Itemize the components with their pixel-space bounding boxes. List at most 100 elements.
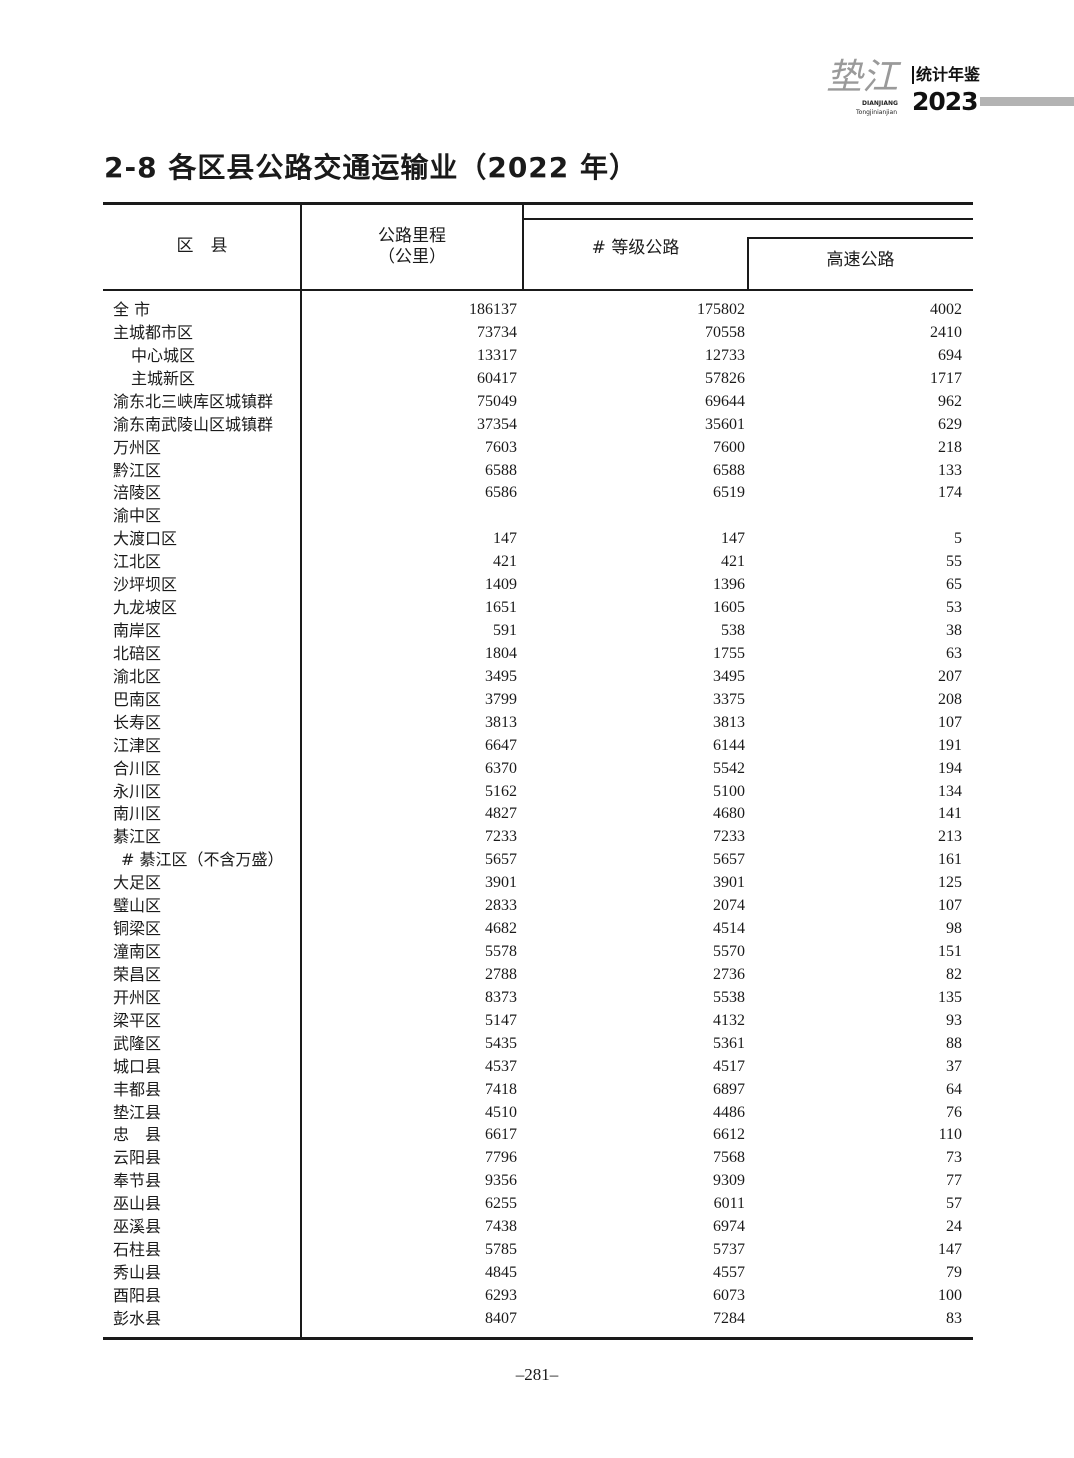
table-row: 万州区 7603 7600 218 bbox=[104, 436, 964, 459]
graded-road-cell: 7568 bbox=[713, 1149, 745, 1167]
table-row: 南川区 4827 4680 141 bbox=[104, 802, 964, 825]
table-row: 潼南区 5578 5570 151 bbox=[104, 940, 964, 963]
region-cell: 开州区 bbox=[113, 987, 162, 1007]
header-road-mileage: 公路里程 （公里） bbox=[302, 226, 522, 268]
region-cell: 南川区 bbox=[113, 804, 162, 824]
header-expressway: 高速公路 bbox=[826, 250, 895, 270]
region-cell: 黔江区 bbox=[113, 460, 162, 480]
table-row: 开州区 8373 5538 135 bbox=[104, 986, 964, 1009]
graded-road-cell: 4680 bbox=[713, 805, 745, 823]
graded-road-cell: 2074 bbox=[713, 897, 745, 915]
road-mileage-cell: 6617 bbox=[485, 1126, 517, 1144]
expressway-cell: 135 bbox=[938, 988, 962, 1006]
graded-road-cell: 9309 bbox=[713, 1172, 745, 1190]
road-mileage-cell: 6647 bbox=[485, 736, 517, 754]
graded-road-cell: 175802 bbox=[697, 301, 745, 318]
expressway-cell: 174 bbox=[938, 484, 962, 502]
region-cell: 大足区 bbox=[113, 873, 162, 893]
expressway-cell: 694 bbox=[938, 346, 962, 364]
graded-road-cell: 6897 bbox=[713, 1080, 745, 1098]
table-row: 北碚区 1804 1755 63 bbox=[104, 642, 964, 665]
graded-road-cell: 57826 bbox=[705, 369, 745, 387]
region-cell: 北碚区 bbox=[113, 643, 162, 663]
region-cell: 铜梁区 bbox=[113, 919, 162, 939]
expressway-cell: 76 bbox=[946, 1103, 962, 1121]
expressway-cell: 207 bbox=[938, 667, 962, 685]
table-row: 巴南区 3799 3375 208 bbox=[104, 688, 964, 711]
graded-road-cell: 4557 bbox=[713, 1264, 745, 1282]
column-divider bbox=[747, 237, 749, 290]
road-mileage-cell: 147 bbox=[493, 530, 517, 548]
table-row: 渝北区 3495 3495 207 bbox=[104, 665, 964, 688]
expressway-cell: 64 bbox=[946, 1080, 962, 1098]
table-row: 奉节县 9356 9309 77 bbox=[104, 1169, 964, 1192]
expressway-cell: 191 bbox=[938, 736, 962, 754]
road-mileage-cell: 4845 bbox=[485, 1264, 517, 1282]
road-mileage-cell: 7438 bbox=[485, 1218, 517, 1236]
region-cell: 酉阳县 bbox=[113, 1285, 162, 1305]
header-road-mileage-unit: （公里） bbox=[378, 247, 446, 267]
graded-road-cell: 6011 bbox=[713, 1195, 745, 1213]
table-row: 合川区 6370 5542 194 bbox=[104, 757, 964, 780]
region-cell: 荣昌区 bbox=[113, 964, 162, 984]
expressway-cell: 125 bbox=[938, 874, 962, 892]
expressway-cell: 133 bbox=[938, 461, 962, 479]
graded-road-cell: 147 bbox=[721, 530, 745, 548]
table-row: 彭水县 8407 7284 83 bbox=[104, 1307, 964, 1330]
region-cell: 永川区 bbox=[113, 781, 162, 801]
graded-road-cell: 5542 bbox=[713, 759, 745, 777]
road-mileage-cell: 60417 bbox=[477, 369, 517, 387]
road-mileage-cell: 8407 bbox=[485, 1309, 517, 1327]
region-cell: 江津区 bbox=[113, 735, 162, 755]
expressway-cell: 1717 bbox=[930, 369, 962, 387]
table-row: 九龙坡区 1651 1605 53 bbox=[104, 596, 964, 619]
table-row: 渝东北三峡库区城镇群 75049 69644 962 bbox=[104, 390, 964, 413]
expressway-cell: 63 bbox=[946, 644, 962, 662]
expressway-cell: 110 bbox=[938, 1126, 962, 1144]
expressway-cell: 83 bbox=[946, 1309, 962, 1327]
table-row: 主城新区 60417 57826 1717 bbox=[104, 367, 964, 390]
region-cell: 渝东北三峡库区城镇群 bbox=[113, 391, 274, 411]
region-cell: 忠 县 bbox=[113, 1125, 162, 1145]
table-row: 沙坪坝区 1409 1396 65 bbox=[104, 573, 964, 596]
expressway-cell: 93 bbox=[946, 1011, 962, 1029]
graded-road-cell: 3813 bbox=[713, 713, 745, 731]
road-mileage-cell: 6293 bbox=[485, 1286, 517, 1304]
road-mileage-cell: 6255 bbox=[485, 1195, 517, 1213]
region-cell: 主城新区 bbox=[131, 368, 196, 388]
header-road-mileage-label: 公路里程 bbox=[378, 226, 446, 246]
table-row: 垫江县 4510 4486 76 bbox=[104, 1101, 964, 1124]
logo-script: 垫江 bbox=[826, 58, 899, 98]
graded-road-cell: 4517 bbox=[713, 1057, 745, 1075]
graded-road-cell: 1605 bbox=[713, 599, 745, 617]
graded-road-cell: 3495 bbox=[713, 667, 745, 685]
graded-road-cell: 5570 bbox=[713, 943, 745, 961]
region-cell: 綦江区 bbox=[113, 827, 162, 847]
graded-road-cell: 4486 bbox=[713, 1103, 745, 1121]
road-mileage-cell: 591 bbox=[493, 622, 517, 640]
table-row: 铜梁区 4682 4514 98 bbox=[104, 917, 964, 940]
table-row: 江北区 421 421 55 bbox=[104, 550, 964, 573]
road-mileage-cell: 5435 bbox=[485, 1034, 517, 1052]
road-mileage-cell: 13317 bbox=[477, 346, 517, 364]
table-row: 城口县 4537 4517 37 bbox=[104, 1055, 964, 1078]
expressway-cell: 4002 bbox=[930, 301, 962, 318]
header-bar bbox=[980, 97, 1074, 106]
region-cell: 巫溪县 bbox=[113, 1217, 162, 1237]
table-row: 南岸区 591 538 38 bbox=[104, 619, 964, 642]
graded-road-cell: 7600 bbox=[713, 438, 745, 456]
expressway-cell: 88 bbox=[946, 1034, 962, 1052]
region-cell: 彭水县 bbox=[113, 1308, 162, 1328]
graded-road-cell: 12733 bbox=[705, 346, 745, 364]
region-cell: 城口县 bbox=[113, 1056, 162, 1076]
expressway-cell: 141 bbox=[938, 805, 962, 823]
road-mileage-cell: 6586 bbox=[485, 484, 517, 502]
table-row: 荣昌区 2788 2736 82 bbox=[104, 963, 964, 986]
graded-road-cell: 35601 bbox=[705, 415, 745, 433]
graded-road-cell: 5538 bbox=[713, 988, 745, 1006]
region-cell: 渝中区 bbox=[113, 506, 162, 526]
table-row: # 綦江区（不含万盛） 5657 5657 161 bbox=[104, 848, 964, 871]
road-mileage-cell: 3901 bbox=[485, 874, 517, 892]
region-cell: 九龙坡区 bbox=[113, 598, 178, 618]
region-cell: 长寿区 bbox=[113, 712, 162, 732]
